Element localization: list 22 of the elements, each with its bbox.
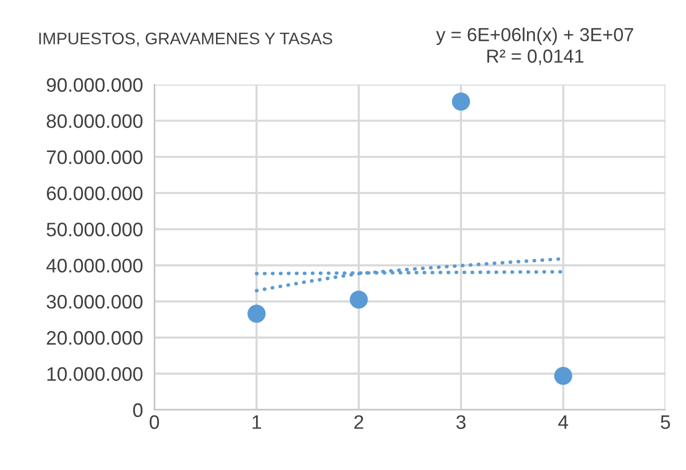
x-tick-label: 1 [252,415,262,429]
x-tick-label: 0 [150,415,159,429]
y-tick-label: 70.000.000 [46,150,142,164]
chart-title: IMPUESTOS, GRAVAMENES Y TASAS [39,32,332,46]
x-tick-label: 3 [456,415,466,429]
text: y = 6E+06ln(x) + 3E+07 R² = 0,0141 [436,27,634,66]
y-tick-label: 80.000.000 [46,114,142,128]
y-tick-label: 40.000.000 [46,258,142,273]
y-tick-label: 30.000.000 [46,294,142,309]
x-tick-label: 4 [558,415,568,429]
y-tick-label: 50.000.000 [46,222,142,236]
x-tick-label: 2 [354,415,364,429]
point [554,366,572,385]
point [350,290,368,309]
y-tick-label: 90.000.000 [46,78,142,92]
y-tick-label: 60.000.000 [46,186,142,200]
x-tick-label: 5 [660,415,670,429]
point [248,304,266,323]
point [452,92,470,111]
y-tick-label: 10.000.000 [47,367,142,381]
y-tick-label: 20.000.000 [46,331,142,345]
y-tick-label: 0 [133,403,142,418]
